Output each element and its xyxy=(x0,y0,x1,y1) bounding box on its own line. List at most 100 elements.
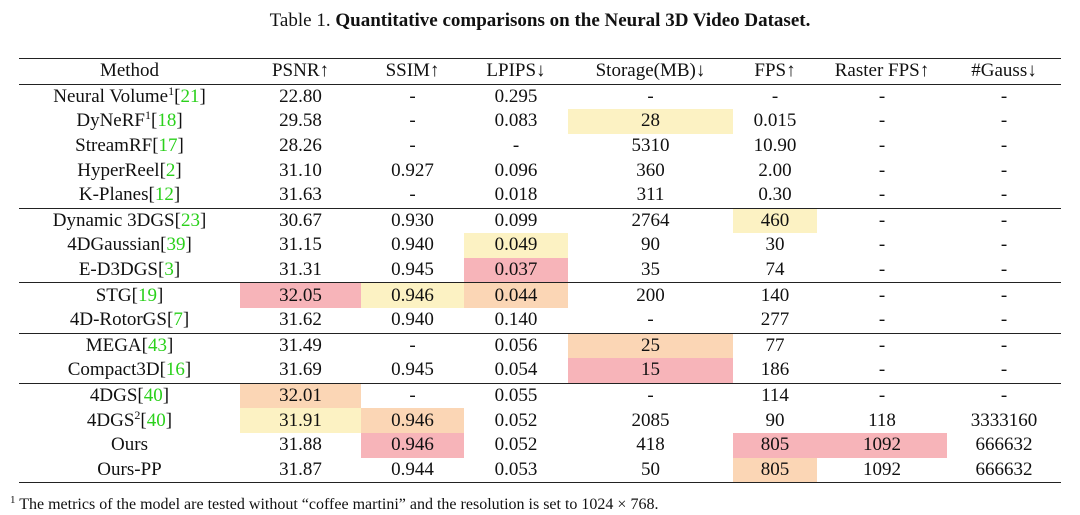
fps-cell: 460 xyxy=(733,208,817,234)
ssim-cell: 0.945 xyxy=(391,359,434,381)
method-cell: HyperReel[2] xyxy=(77,159,182,181)
citation-link[interactable]: 12 xyxy=(154,184,174,206)
ssim-cell: - xyxy=(409,334,416,356)
storage-cell: 25 xyxy=(568,333,733,359)
psnr-cell: 29.58 xyxy=(279,110,322,132)
raster-fps-cell: - xyxy=(878,385,886,407)
table-row: K-Planes[12] 31.63 - 0.018 311 0.30 - - xyxy=(19,183,1061,208)
fps-cell: 140 xyxy=(760,284,790,306)
method-cell: K-Planes[12] xyxy=(78,184,181,206)
footnote-superscript: 1 xyxy=(168,83,175,98)
fps-cell: 0.015 xyxy=(753,110,797,132)
psnr-cell: 31.31 xyxy=(279,259,322,281)
gauss-cell: - xyxy=(1000,259,1008,281)
table-row: Ours 31.88 0.946 0.052 418 805 1092 666632 xyxy=(19,432,1061,458)
raster-fps-cell: - xyxy=(878,259,886,281)
method-cell: STG[19] xyxy=(95,284,164,306)
psnr-cell: 32.01 xyxy=(240,383,361,409)
method-name: 4DGS xyxy=(86,409,135,431)
psnr-cell: 30.67 xyxy=(279,209,322,231)
psnr-cell: 31.87 xyxy=(279,458,322,480)
raster-fps-cell: - xyxy=(878,359,886,381)
header-gauss: #Gauss↓ xyxy=(971,60,1037,82)
table-row: DyNeRF1[18] 29.58 - 0.083 28 0.015 - - xyxy=(19,109,1061,134)
header-psnr: PSNR↑ xyxy=(271,60,330,82)
method-name: K-Planes xyxy=(78,184,149,206)
storage-cell: - xyxy=(647,85,654,107)
citation-link[interactable]: 3 xyxy=(164,259,174,281)
lpips-cell: 0.049 xyxy=(464,233,568,258)
header-storage: Storage(MB)↓ xyxy=(595,60,706,82)
storage-cell: 418 xyxy=(636,434,665,456)
storage-cell: 15 xyxy=(568,358,733,384)
lpips-cell: 0.056 xyxy=(494,334,538,356)
raster-fps-cell: 118 xyxy=(868,409,896,431)
citation-link[interactable]: 18 xyxy=(157,110,177,132)
psnr-cell: 31.63 xyxy=(279,184,322,206)
citation-link[interactable]: 40 xyxy=(146,409,166,431)
lpips-cell: 0.018 xyxy=(494,184,538,206)
citation-link[interactable]: 39 xyxy=(166,234,186,256)
storage-cell: 90 xyxy=(641,234,660,256)
ssim-cell: 0.946 xyxy=(361,432,464,458)
method-cell: E-D3DGS[3] xyxy=(78,259,181,281)
citation-link[interactable]: 16 xyxy=(165,359,185,381)
method-cell: MEGA[43] xyxy=(85,334,174,356)
ssim-cell: - xyxy=(409,85,416,107)
fps-cell: 74 xyxy=(765,259,785,281)
method-name: HyperReel xyxy=(77,159,160,181)
lpips-cell: - xyxy=(512,135,520,157)
lpips-cell: 0.295 xyxy=(494,85,538,107)
gauss-cell: - xyxy=(1000,309,1008,331)
gauss-cell: 666632 xyxy=(975,434,1033,456)
storage-cell: - xyxy=(647,309,654,331)
table-row: STG[19] 32.05 0.946 0.044 200 140 - - xyxy=(19,282,1061,308)
method-cell: Ours-PP xyxy=(19,458,240,483)
gauss-cell: - xyxy=(1000,359,1008,381)
psnr-cell: 31.91 xyxy=(240,408,361,433)
lpips-cell: 0.054 xyxy=(494,359,538,381)
citation-link[interactable]: 19 xyxy=(137,284,157,306)
ssim-cell: 0.945 xyxy=(391,259,434,281)
citation-link[interactable]: 7 xyxy=(173,309,183,331)
method-name: E-D3DGS xyxy=(78,259,158,281)
citation-link[interactable]: 43 xyxy=(147,334,167,356)
table-body: Neural Volume1[21] 22.80-0.295- - - - DyNeRF1… xyxy=(19,84,1061,483)
results-table: Method PSNR↑ SSIM↑ LPIPS↓ Storage(MB)↓ F… xyxy=(19,58,1061,483)
ssim-cell: 0.927 xyxy=(391,159,434,181)
table-row: 4D-RotorGS[7] 31.62 0.940 0.140 - 277 - - xyxy=(19,308,1061,333)
lpips-cell: 0.083 xyxy=(494,110,538,132)
storage-cell: 2085 xyxy=(631,409,670,431)
citation-link[interactable]: 40 xyxy=(143,385,163,407)
psnr-cell: 22.80 xyxy=(279,85,322,107)
table-row: HyperReel[2] 31.10 0.927 0.096 360 2.00 - - xyxy=(19,158,1061,183)
footnote-superscript: 1 xyxy=(144,108,151,123)
method-name: Neural Volume xyxy=(53,85,169,107)
raster-fps-cell: - xyxy=(878,284,886,306)
citation-link[interactable]: 23 xyxy=(180,209,200,231)
storage-cell: 2764 xyxy=(631,209,670,231)
table-row: 4DGaussian[39] 31.15 0.940 0.049 90 30 - - xyxy=(19,233,1061,258)
gauss-cell: - xyxy=(1000,110,1008,132)
psnr-cell: 31.49 xyxy=(279,334,322,356)
lpips-cell: 0.052 xyxy=(494,434,538,456)
method-cell: StreamRF[17] xyxy=(75,135,184,157)
method-cell: Neural Volume1[21] xyxy=(53,83,206,107)
table-row: Dynamic 3DGS[23] 30.67 0.930 0.099 2764 460 - - xyxy=(19,208,1061,234)
fps-cell: 2.00 xyxy=(758,159,792,181)
lpips-cell: 0.055 xyxy=(494,385,538,407)
raster-fps-cell: - xyxy=(878,334,886,356)
gauss-cell: - xyxy=(1000,234,1008,256)
method-name: MEGA xyxy=(85,334,142,356)
raster-fps-cell: - xyxy=(878,135,886,157)
fps-cell: - xyxy=(771,85,779,107)
method-name: DyNeRF xyxy=(76,110,145,132)
citation-link[interactable]: 21 xyxy=(180,85,200,107)
fps-cell: 0.30 xyxy=(758,184,792,206)
fps-cell: 277 xyxy=(760,309,790,331)
raster-fps-cell: - xyxy=(878,184,886,206)
citation-link[interactable]: 2 xyxy=(165,159,176,181)
citation-link[interactable]: 17 xyxy=(158,135,178,157)
fps-cell: 805 xyxy=(733,432,817,458)
method-name: STG xyxy=(95,284,132,306)
